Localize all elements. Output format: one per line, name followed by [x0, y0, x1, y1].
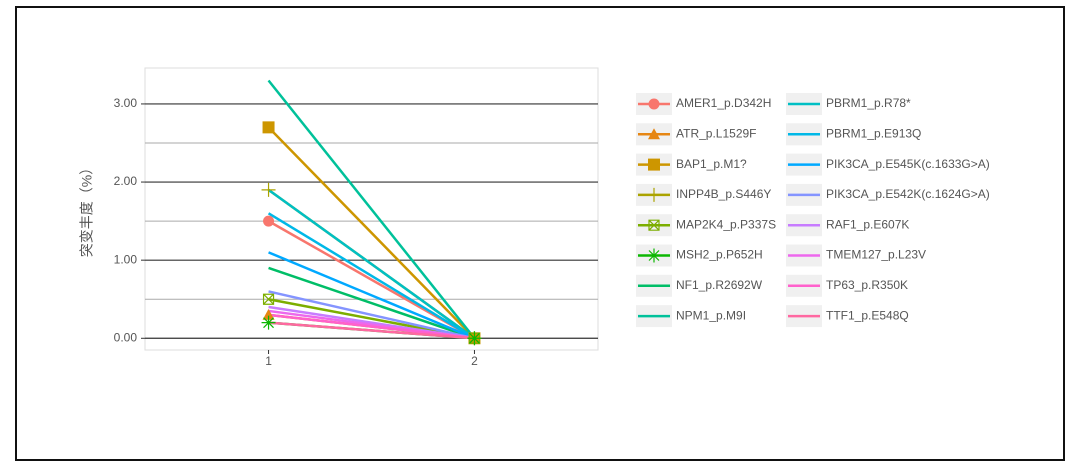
point: [261, 315, 276, 330]
y-axis-label: 突变丰度（%）: [79, 161, 95, 257]
legend-label: RAF1_p.E607K: [826, 217, 909, 231]
legend-label: PBRM1_p.E913Q: [826, 126, 921, 140]
x-tick-label: 1: [265, 354, 272, 368]
series-line: [268, 290, 475, 340]
legend-label: PIK3CA_p.E545K(c.1633G>A): [826, 157, 990, 171]
legend-label: NF1_p.R2692W: [676, 278, 763, 292]
legend-marker: [648, 158, 660, 171]
y-tick-label: 3.00: [114, 96, 138, 110]
legend-label: PBRM1_p.R78*: [826, 96, 911, 110]
point: [263, 215, 275, 227]
point: [261, 182, 276, 197]
y-tick-label: 2.00: [114, 174, 138, 188]
series-line: [267, 79, 476, 340]
legend-label: NPM1_p.M9I: [676, 308, 746, 322]
legend-marker: [647, 248, 661, 263]
y-tick-label: 0.00: [114, 330, 138, 344]
legend-label: MSH2_p.P652H: [676, 248, 763, 262]
legend-label: MAP2K4_p.P337S: [676, 217, 776, 231]
y-tick-label: 1.00: [114, 252, 138, 266]
point: [467, 331, 482, 346]
legend-marker: [648, 98, 660, 110]
point: [262, 308, 275, 320]
series-line: [268, 251, 475, 340]
legend-label: PIK3CA_p.E542K(c.1624G>A): [826, 187, 990, 201]
series-line: [268, 297, 475, 340]
series-line: [268, 266, 475, 340]
legend-label: BAP1_p.M1?: [676, 157, 747, 171]
legend-marker: [648, 219, 660, 231]
series-line: [267, 212, 476, 340]
legend-label: AMER1_p.D342H: [676, 96, 771, 110]
legend-marker: [648, 128, 660, 140]
legend-label: INPP4B_p.S446Y: [676, 187, 771, 201]
point: [262, 121, 275, 134]
legend-label: TP63_p.R350K: [826, 278, 908, 292]
series-line: [267, 126, 476, 340]
legend-label: TTF1_p.E548Q: [826, 308, 909, 322]
legend-marker: [647, 187, 661, 202]
legend-label: ATR_p.L1529F: [676, 126, 757, 140]
x-tick-label: 2: [471, 354, 478, 368]
point: [262, 293, 275, 305]
series-line: [267, 188, 476, 340]
legend-label: TMEM127_p.L23V: [826, 248, 926, 262]
series-line: [268, 313, 475, 340]
series-line: [268, 321, 475, 340]
